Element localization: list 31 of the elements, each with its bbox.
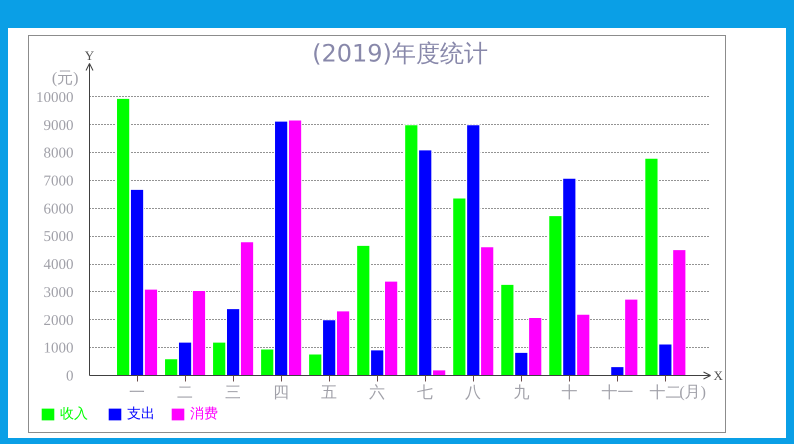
x-axis-title: (月) xyxy=(679,384,706,401)
x-tick-label: 一 xyxy=(129,384,146,402)
y-tick-label: 5000 xyxy=(44,229,74,246)
y-tick-label: 8000 xyxy=(44,146,74,162)
legend-label: 支出 xyxy=(127,405,155,423)
y-tick-label: 9000 xyxy=(44,118,74,134)
legend-label: 消费 xyxy=(190,405,218,423)
y-tick-label: 10000 xyxy=(36,90,74,106)
chart-title: (2019)年度统计 xyxy=(312,40,488,68)
x-tick-label: 三 xyxy=(225,384,242,402)
text: X xyxy=(714,368,724,383)
x-tick-label: 五 xyxy=(321,384,338,402)
y-tick-label: 3000 xyxy=(44,284,74,301)
x-tick-label: 九 xyxy=(513,384,530,402)
y-tick-label: 1000 xyxy=(44,340,74,357)
y-tick-label: 6000 xyxy=(44,201,74,218)
y-tick-label: 7000 xyxy=(44,174,74,190)
y-tick-label: 4000 xyxy=(44,257,74,274)
y-tick-label: 0 xyxy=(66,368,74,384)
x-tick-label: 十 xyxy=(561,384,578,402)
x-tick-label: 八 xyxy=(465,384,482,402)
legend-label: 收入 xyxy=(60,405,88,423)
x-tick-label: 六 xyxy=(369,384,386,402)
text: Y xyxy=(84,48,95,63)
y-axis-title: (元) xyxy=(52,70,78,87)
x-tick-label: 七 xyxy=(417,384,434,402)
x-tick-label: 十二 xyxy=(649,384,682,402)
x-tick-label: 二 xyxy=(177,384,194,402)
y-tick-label: 2000 xyxy=(44,312,74,329)
x-tick-label: 十一 xyxy=(601,384,634,402)
x-tick-label: 四 xyxy=(273,384,290,402)
